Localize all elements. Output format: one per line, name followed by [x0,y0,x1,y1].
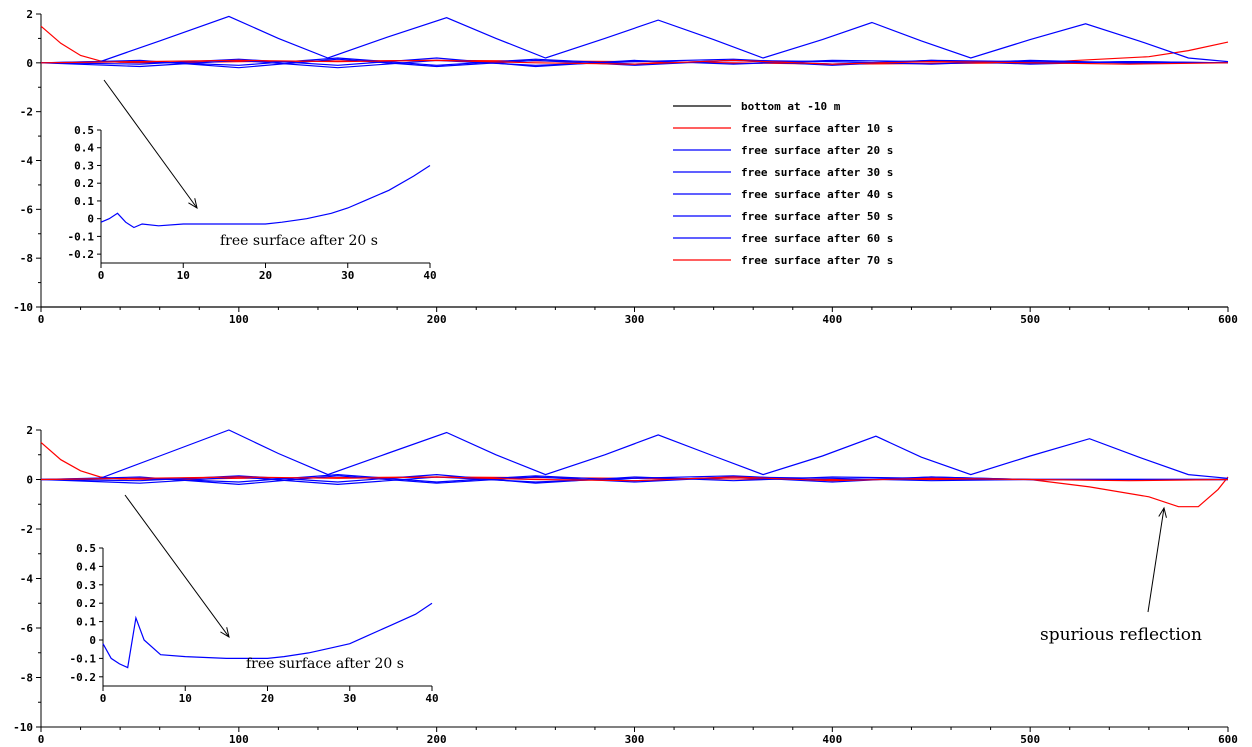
top-x-tick-label: 400 [822,313,842,326]
bottom-inset-arrow-head [220,627,230,639]
bottom-x-tick-label: 500 [1020,733,1040,746]
bottom-y-tick-label: -8 [20,672,33,685]
top-inset-y-tick-label: 0.1 [74,195,94,208]
top-x-tick-label: 0 [38,313,45,326]
bottom-inset: 0 10 20 30 40 0.5 0.4 0.3 0.2 0.1 0 -0.1 -0.2 [70,542,439,705]
bottom-x-tick-label: 100 [229,733,249,746]
top-series-line-7 [40,59,1229,65]
legend-label-5: free surface after 50 s [741,210,893,223]
top-inset-series-line-0 [100,164,431,229]
top-x-tick-label: 200 [427,313,447,326]
bottom-inset-y-tick-label: 0.1 [76,616,96,629]
top-inset-y-tick-label: -0.1 [68,230,95,243]
top-x-tick-label: 300 [625,313,645,326]
bottom-y-tick-label: -4 [20,573,34,586]
bottom-inset-arrow [124,494,230,638]
top-y-tick-label: -6 [20,203,34,216]
bottom-y-tick-label: -10 [13,721,33,734]
inset-annotation-top: free surface after 20 s [220,233,378,249]
bottom-inset-y-tick-label: 0 [89,634,96,647]
bottom-series-line-0 [40,441,1229,508]
top-inset-y-tick-label: 0.4 [74,142,94,155]
bottom-inset-x-tick-label: 40 [425,692,438,705]
top-inset-y-tick-label: 0.5 [74,124,94,137]
top-y-tick-label: 2 [26,8,33,21]
top-series-line-1 [40,25,1229,65]
legend-label-6: free surface after 60 s [741,232,893,245]
bottom-inset-x-tick-label: 30 [343,692,356,705]
bottom-inset-y-tick-label: -0.1 [70,652,97,665]
spurious-reflection-annotation: spurious reflection [1040,625,1202,645]
spurious-reflection-arrow [1147,507,1165,613]
bottom-x-tick-label: 400 [822,733,842,746]
bottom-inset-y-tick-label: -0.2 [70,671,97,684]
top-inset-x-tick-label: 0 [98,269,105,282]
bottom-inset-x-tick-label: 20 [261,692,274,705]
top-y-tick-label: -2 [20,106,33,119]
legend-label-3: free surface after 30 s [741,166,893,179]
bottom-inset-y-tick-label: 0.5 [76,542,96,555]
bottom-series-line-1 [40,429,1229,481]
bottom-inset-y-tick-label: 0.4 [76,560,96,573]
top-y-tick-label: -4 [20,155,34,168]
bottom-inset-series-line-0 [102,602,433,669]
legend-label-7: free surface after 70 s [741,254,893,267]
bottom-x-tick-label: 0 [38,733,45,746]
top-x-tick-label: 600 [1218,313,1238,326]
top-inset: 0 10 20 30 40 0.5 0.4 0.3 0.2 0.1 0 -0.1 -0.2 [68,124,437,282]
legend-label-4: free surface after 40 s [741,188,893,201]
top-inset-x-tick-label: 40 [423,269,436,282]
bottom-inset-x-tick-label: 10 [179,692,192,705]
top-inset-arrow-head [188,198,198,210]
top-inset-y-tick-label: 0 [87,213,94,226]
top-inset-y-tick-label: 0.2 [74,177,94,190]
top-x-tick-label: 100 [229,313,249,326]
top-y-tick-label: 0 [26,57,33,70]
bottom-inset-y-tick-label: 0.2 [76,597,96,610]
top-y-tick-label: -8 [20,252,33,265]
bottom-y-tick-label: -6 [20,622,34,635]
top-inset-y-tick-label: -0.2 [68,248,95,261]
top-inset-y-tick-label: 0.3 [74,159,94,172]
bottom-series-line-6 [40,476,1229,482]
top-series-line-2 [40,15,1229,64]
top-inset-x-tick-label: 10 [177,269,190,282]
bottom-x-tick-label: 300 [625,733,645,746]
bottom-y-tick-label: 2 [26,424,33,437]
inset-annotation-bottom: free surface after 20 s [246,656,404,672]
top-x-tick-label: 500 [1020,313,1040,326]
top-inset-x-tick-label: 20 [259,269,272,282]
top-y-tick-label: -10 [13,301,33,314]
legend-label-1: free surface after 10 s [741,122,893,135]
top-series-line-4 [40,58,1228,69]
spurious-reflection-arrow-head [1158,506,1167,518]
bottom-x-tick-label: 200 [427,733,447,746]
bottom-y-tick-label: 0 [26,474,33,487]
bottom-y-tick-label: -2 [20,523,33,536]
bottom-inset-y-tick-label: 0.3 [76,579,96,592]
top-inset-arrow [103,79,198,209]
legend-label-0: bottom at -10 m [741,100,841,113]
legend-label-2: free surface after 20 s [741,144,893,157]
top-inset-x-tick-label: 30 [341,269,354,282]
bottom-x-tick-label: 600 [1218,733,1238,746]
bottom-inset-x-tick-label: 0 [100,692,107,705]
